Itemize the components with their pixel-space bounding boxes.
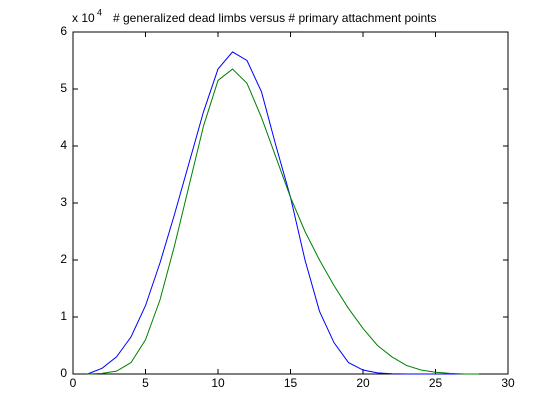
y-tick-label: 5 [60, 81, 67, 95]
x-tick-label: 30 [501, 376, 515, 390]
x-tick-label: 10 [211, 376, 225, 390]
y-tick-label: 6 [60, 24, 67, 38]
y-multiplier: x 10 [72, 11, 95, 25]
y-tick-label: 4 [60, 138, 67, 152]
line-series [87, 51, 479, 375]
x-tick-label: 5 [142, 376, 149, 390]
y-tick-label: 0 [60, 366, 67, 380]
plot-box [72, 31, 509, 375]
x-tick-label: 25 [429, 376, 443, 390]
line-series [87, 68, 479, 375]
chart-title: # generalized dead limbs versus # primar… [113, 11, 437, 25]
y-tick-label: 2 [60, 252, 67, 266]
y-multiplier-exponent: 4 [97, 7, 102, 17]
x-tick-label: 15 [284, 376, 298, 390]
x-tick-label: 0 [70, 376, 77, 390]
x-tick-label: 20 [356, 376, 370, 390]
y-tick-label: 1 [60, 309, 67, 323]
y-tick-label: 3 [60, 195, 67, 209]
